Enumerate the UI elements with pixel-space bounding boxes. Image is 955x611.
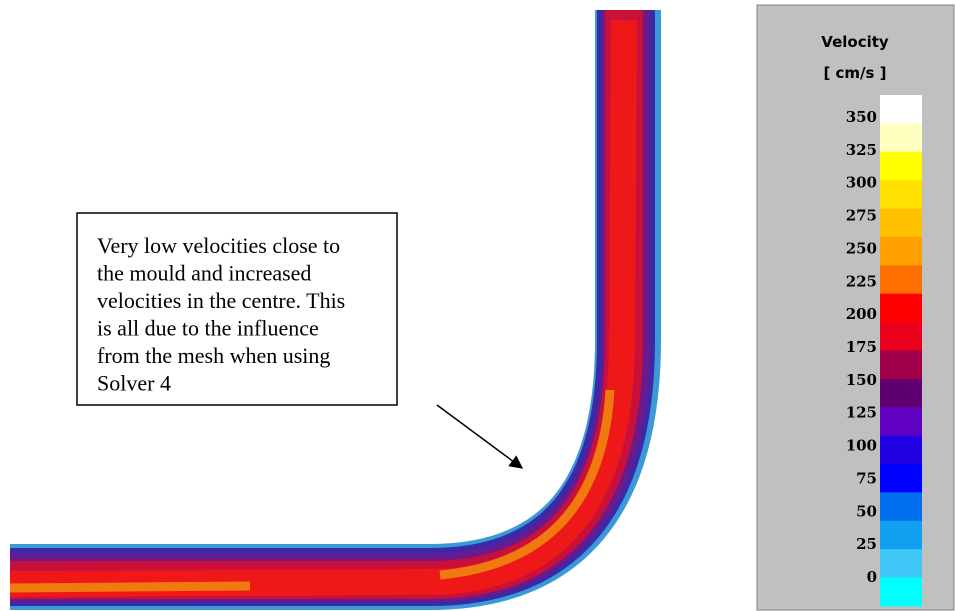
legend-label: 250 (846, 239, 877, 257)
color-band (880, 180, 922, 210)
legend-label: 75 (856, 469, 877, 487)
legend-label: 0 (867, 568, 877, 586)
annotation-line: from the mesh when using (97, 343, 330, 368)
annotation-line: Solver 4 (97, 371, 171, 396)
color-bar (880, 95, 922, 607)
annotation-line: velocities in the centre. This (97, 288, 345, 313)
annotation-line: Very low velocities close to (97, 233, 340, 258)
color-band (880, 577, 922, 607)
color-band (880, 322, 922, 351)
annotation-box (76, 212, 398, 406)
annotation-line: is all due to the influence (97, 316, 319, 341)
color-band (880, 520, 922, 550)
color-band (880, 265, 922, 295)
legend-unit: [ cm/s ] (823, 64, 886, 82)
color-band (880, 236, 922, 266)
color-band (880, 435, 922, 465)
band-peak (9, 389, 615, 593)
color-band (880, 492, 922, 522)
color-band (880, 208, 922, 238)
annotation: Very low velocities close to the mould an… (97, 233, 345, 396)
legend-label: 225 (846, 272, 877, 290)
color-band (880, 95, 922, 124)
legend-label: 175 (846, 338, 877, 356)
arrow (436, 404, 524, 469)
color-band (880, 350, 922, 380)
legend-label: 25 (856, 535, 877, 553)
legend-label: 325 (846, 141, 877, 159)
color-band (880, 123, 922, 153)
legend-label: 350 (846, 108, 877, 126)
legend-label: 200 (846, 305, 877, 323)
legend-label: 275 (846, 207, 877, 225)
legend-label: 100 (846, 437, 877, 455)
color-band (880, 293, 922, 323)
legend-label: 125 (846, 404, 877, 422)
color-band (880, 549, 922, 579)
color-band (880, 407, 922, 437)
color-band (880, 464, 922, 493)
velocity-field (9, 10, 661, 610)
band-core (9, 19, 637, 597)
legend-label: 150 (846, 371, 877, 389)
legend-title: Velocity (821, 33, 889, 51)
annotation-line: the mould and increased (97, 261, 311, 286)
color-band (880, 378, 922, 408)
legend-label: 300 (846, 174, 877, 192)
legend-label: 50 (856, 502, 877, 520)
color-band (880, 151, 922, 181)
